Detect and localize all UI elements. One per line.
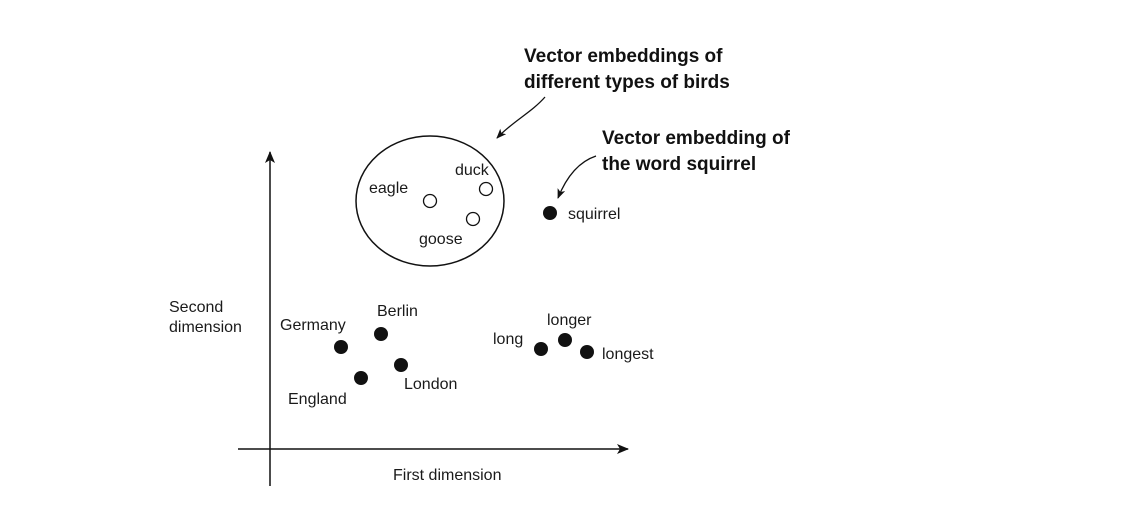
england-label: England [288, 391, 347, 408]
birds-callout-arrow [496, 96, 546, 139]
squirrel-callout-line2: the word squirrel [602, 154, 756, 175]
x-axis-label: First dimension [393, 467, 501, 484]
london-label: London [404, 376, 457, 393]
long-point [534, 342, 548, 356]
squirrel-point [543, 206, 557, 220]
squirrel-callout-line1: Vector embedding of [602, 128, 791, 149]
birds-callout-line2: different types of birds [524, 72, 730, 93]
duck-point [478, 181, 494, 197]
long-label: long [493, 331, 523, 348]
germany-label: Germany [280, 317, 346, 334]
squirrel-callout-arrow [557, 155, 597, 199]
squirrel-label: squirrel [568, 206, 620, 223]
eagle-label: eagle [369, 180, 408, 197]
eagle-point [422, 193, 438, 209]
longest-label: longest [602, 346, 654, 363]
birds-callout-line1: Vector embeddings of [524, 46, 723, 67]
england-point [354, 371, 368, 385]
london-point [394, 358, 408, 372]
y-axis-label-line2: dimension [169, 319, 242, 336]
berlin-label: Berlin [377, 303, 418, 320]
y-axis-label-line1: Second [169, 299, 223, 316]
longest-point [580, 345, 594, 359]
longer-point [558, 333, 572, 347]
duck-label: duck [455, 162, 490, 179]
berlin-point [374, 327, 388, 341]
goose-label: goose [419, 231, 463, 248]
germany-point [334, 340, 348, 354]
birds-cluster-ellipse [355, 135, 505, 267]
longer-label: longer [547, 312, 592, 329]
goose-point [465, 211, 481, 227]
